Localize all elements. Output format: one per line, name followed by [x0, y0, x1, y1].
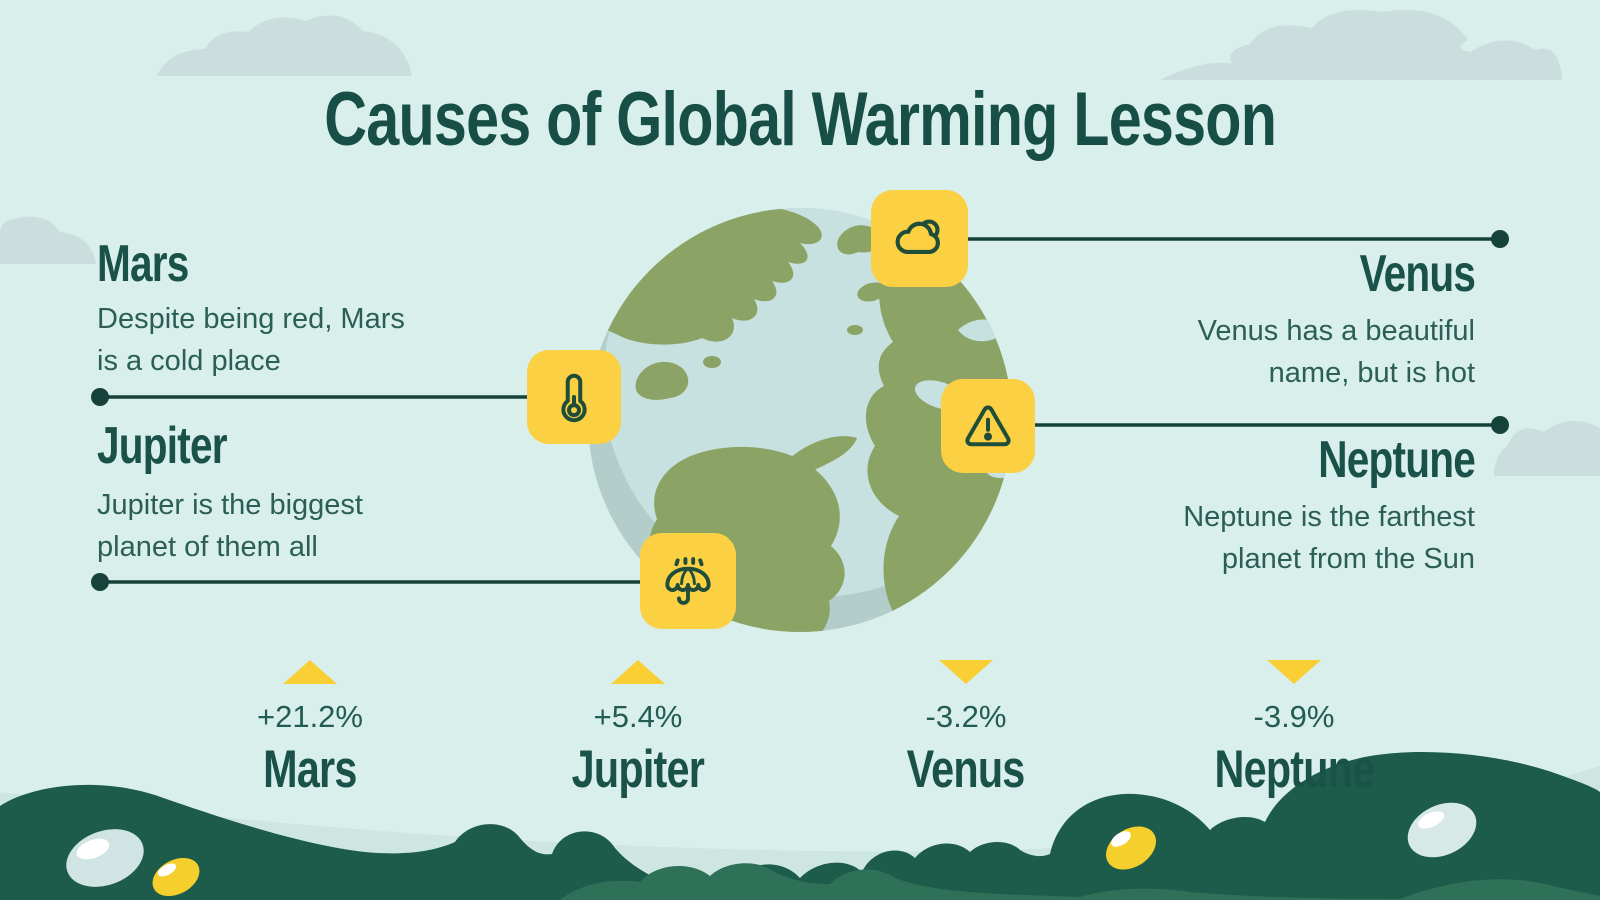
- stat-jupiter-planet: Jupiter: [571, 740, 705, 799]
- egg-decoration-left-yellow: [152, 857, 200, 897]
- neptune-heading: Neptune: [1318, 431, 1476, 489]
- stat-venus-change: -3.2%: [925, 699, 1007, 734]
- jupiter-connector-dot: [91, 573, 109, 591]
- jupiter-description-line1: Jupiter is the biggest: [97, 489, 363, 521]
- stat-venus: -3.2% Venus: [816, 660, 1116, 796]
- cloud-top-right: [1160, 9, 1562, 81]
- stat-neptune-planet: Neptune: [1214, 740, 1375, 799]
- connector-dots: [91, 230, 1509, 591]
- up-triangle-icon: [283, 660, 337, 684]
- egg-decoration-right-yellow: [1105, 826, 1157, 870]
- warning-icon: [965, 405, 1011, 447]
- stat-jupiter: +5.4% Jupiter: [488, 660, 788, 796]
- venus-heading: Venus: [1359, 245, 1475, 303]
- stat-mars-change: +21.2%: [256, 699, 363, 734]
- venus-description: Venus has a beautiful name, but is hot: [1198, 310, 1475, 394]
- down-triangle-icon: [939, 660, 993, 684]
- down-triangle-icon: [1267, 660, 1321, 684]
- bush-layer-medium: [560, 863, 1600, 900]
- thermometer-icon: [561, 373, 587, 423]
- mars-description-line2: is a cold place: [97, 345, 281, 377]
- stat-jupiter-change: +5.4%: [593, 699, 683, 734]
- egg-decoration-left-light: [66, 829, 144, 887]
- jupiter-description-line2: planet of them all: [97, 531, 318, 563]
- venus-description-line1: Venus has a beautiful: [1197, 315, 1475, 347]
- jupiter-description: Jupiter is the biggest planet of them al…: [97, 484, 363, 568]
- connector-lines: [100, 237, 1500, 584]
- mars-description-line1: Despite being red, Mars: [97, 303, 405, 335]
- cloud-left-edge: [0, 216, 96, 264]
- cloud-right-edge: [1494, 420, 1600, 476]
- warning-badge: [941, 379, 1035, 473]
- neptune-description-line1: Neptune is the farthest: [1183, 501, 1475, 533]
- cloud-sun-badge: [871, 190, 968, 287]
- bush-layer-dark: [0, 752, 1600, 900]
- neptune-description-line2: planet from the Sun: [1221, 543, 1475, 575]
- venus-connector-dot: [1491, 230, 1509, 248]
- jupiter-heading: Jupiter: [97, 417, 228, 475]
- stat-mars-planet: Mars: [263, 740, 357, 799]
- venus-description-line2: name, but is hot: [1268, 357, 1475, 389]
- neptune-description: Neptune is the farthest planet from the …: [1183, 496, 1475, 580]
- thermometer-badge: [527, 350, 621, 444]
- up-triangle-icon: [611, 660, 665, 684]
- stat-venus-planet: Venus: [907, 740, 1026, 799]
- stat-mars: +21.2% Mars: [160, 660, 460, 796]
- cloud-sun-icon: [895, 218, 940, 254]
- mars-heading: Mars: [97, 235, 189, 293]
- slide-title: Causes of Global Warming Lesson: [324, 77, 1277, 162]
- stat-neptune: -3.9% Neptune: [1144, 660, 1444, 796]
- mars-connector-dot: [91, 388, 109, 406]
- egg-decoration-right-light: [1407, 802, 1477, 858]
- neptune-connector-dot: [1491, 416, 1509, 434]
- stat-neptune-change: -3.9%: [1253, 699, 1335, 734]
- mars-description: Despite being red, Mars is a cold place: [97, 298, 405, 382]
- umbrella-rain-icon: [665, 557, 711, 605]
- umbrella-rain-badge: [640, 533, 736, 629]
- cloud-top-left: [157, 15, 412, 76]
